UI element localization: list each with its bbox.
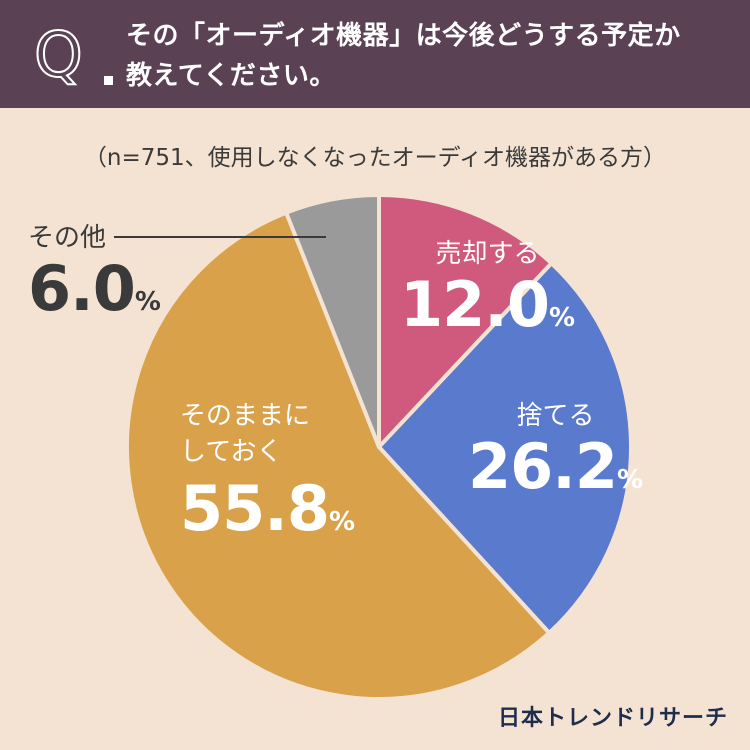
slice-name-keep-line2: しておく	[180, 437, 283, 467]
pie-slice-sell	[377, 193, 554, 449]
slice-value-other: 6.0%	[28, 252, 161, 325]
slice-label-keep: そのままに しておく 55.8%	[180, 398, 355, 555]
slice-label-other: その他 6.0%	[28, 220, 161, 335]
brand-logo-text: 日本トレンドリサーチ	[497, 706, 728, 731]
question-line-2: 教えてください。	[126, 61, 336, 91]
slice-value-sell: 12.0%	[400, 268, 576, 341]
slice-label-sell: 売却する 12.0%	[400, 236, 575, 351]
question-line-1: その「オーディオ機器」は今後どうする予定か	[126, 21, 681, 51]
slice-name-sell: 売却する	[435, 239, 540, 269]
slice-value-keep: 55.8%	[180, 472, 356, 545]
pie-slice-other	[284, 193, 381, 449]
slice-value-discard: 26.2%	[468, 430, 644, 503]
slice-name-other: その他	[28, 223, 107, 253]
slice-name-keep-line1: そのままに	[180, 401, 311, 431]
question-header: Q その「オーディオ機器」は今後どうする予定か 教えてください。	[0, 0, 750, 108]
slice-label-discard: 捨てる 26.2%	[468, 398, 643, 513]
q-mark: Q	[33, 18, 84, 91]
question-text: その「オーディオ機器」は今後どうする予定か 教えてください。	[126, 16, 736, 96]
q-dot	[104, 76, 113, 85]
slice-name-discard: 捨てる	[516, 401, 595, 431]
pie-slice-keep	[125, 210, 552, 701]
sample-note: （n=751、使用しなくなったオーディオ機器がある方）	[83, 145, 667, 171]
pie-slice-discard	[377, 261, 633, 635]
